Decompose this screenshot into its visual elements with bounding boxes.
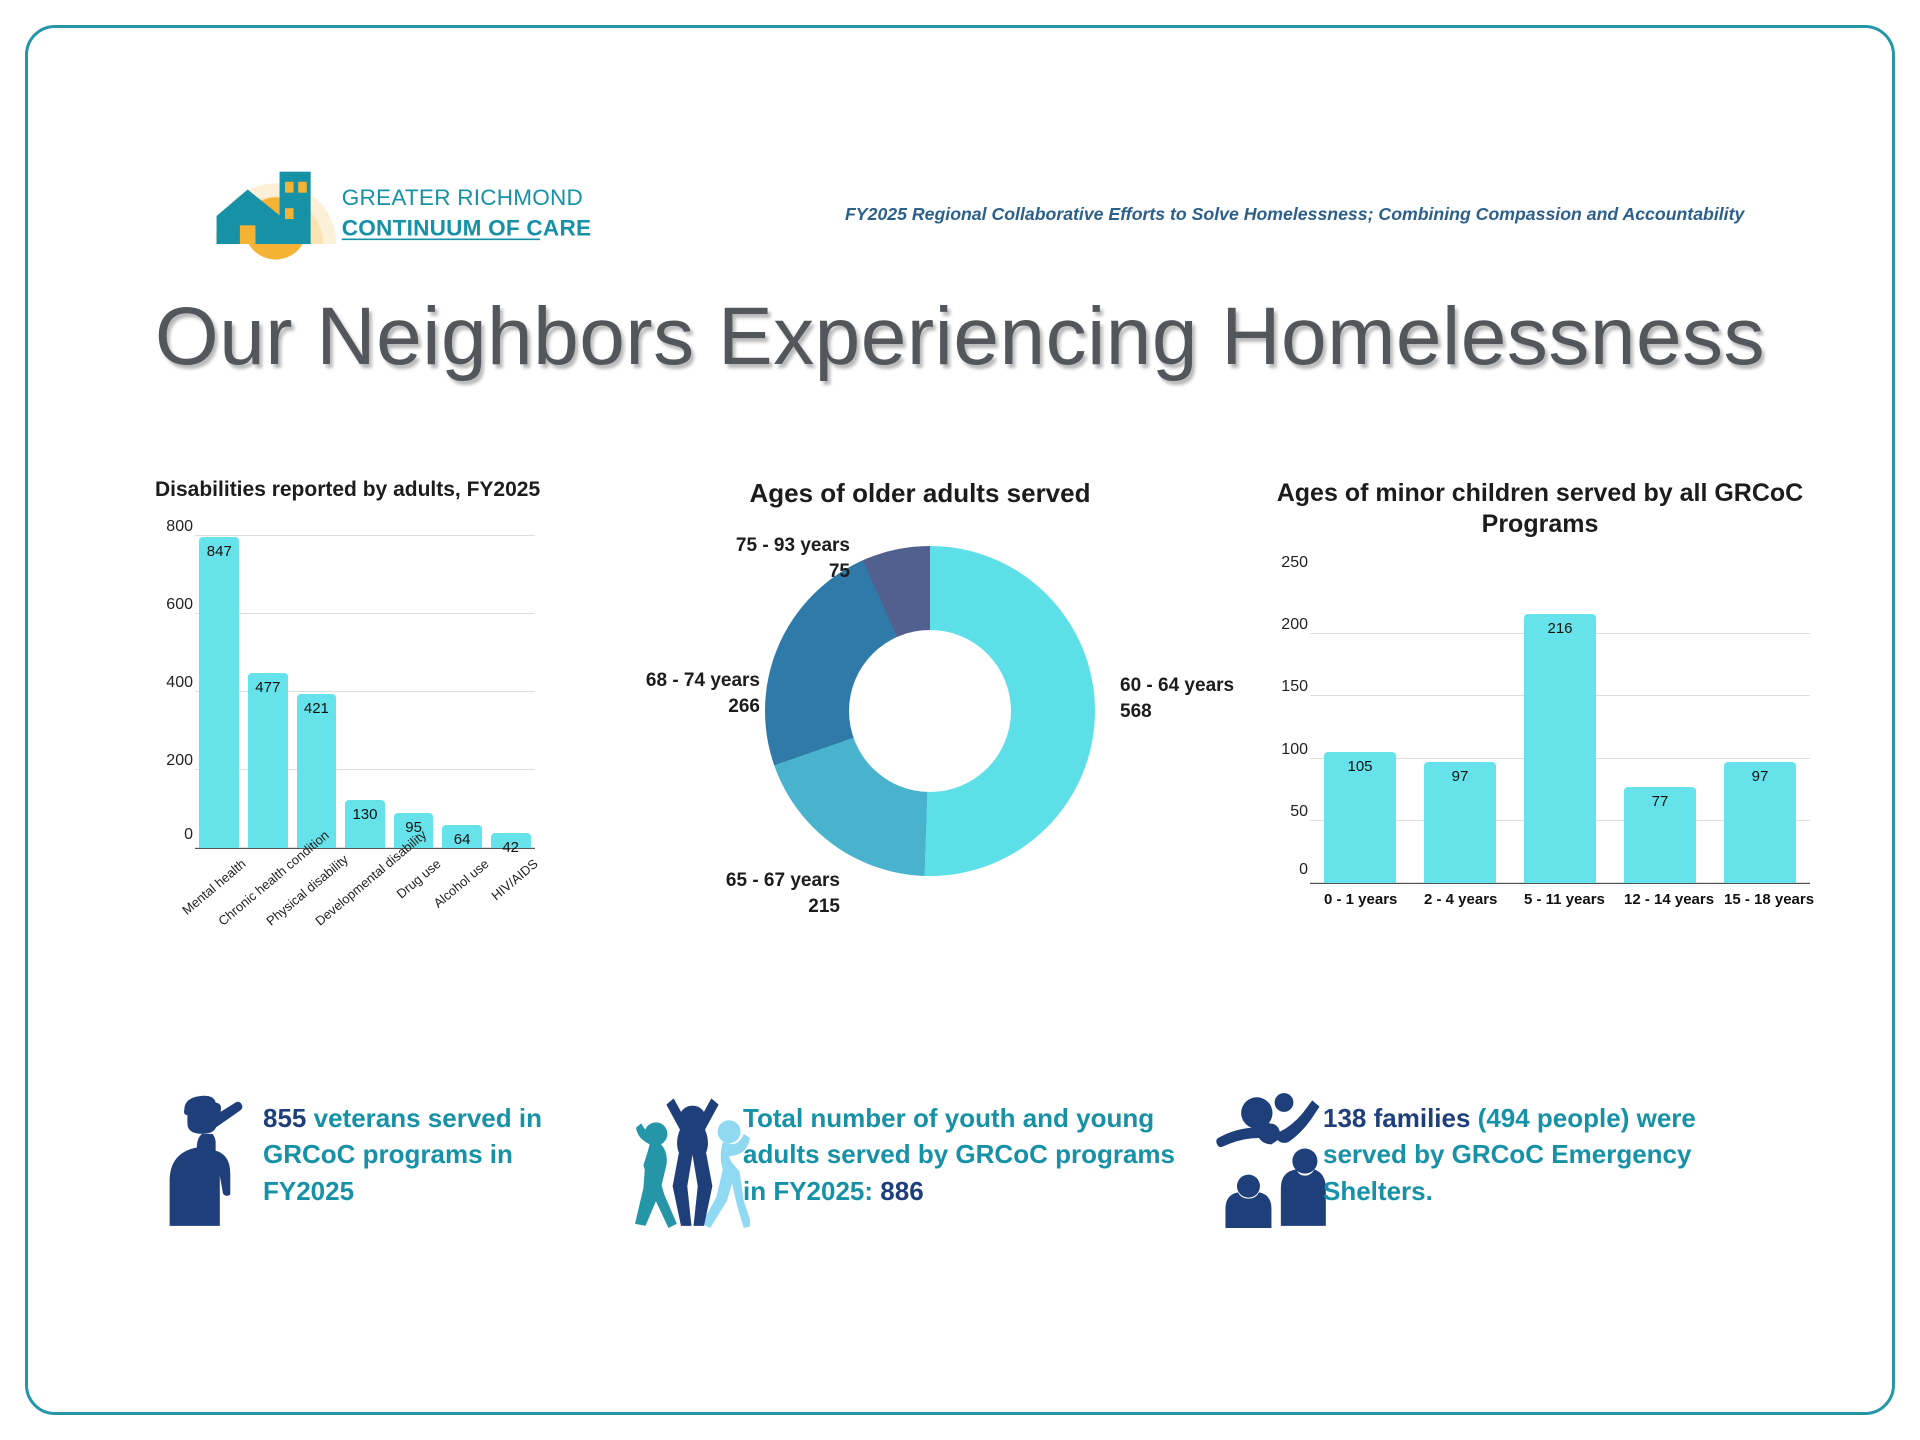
svg-text:CONTINUUM OF CARE: CONTINUUM OF CARE [342, 215, 591, 240]
svg-text:GREATER RICHMOND: GREATER RICHMOND [342, 185, 583, 210]
